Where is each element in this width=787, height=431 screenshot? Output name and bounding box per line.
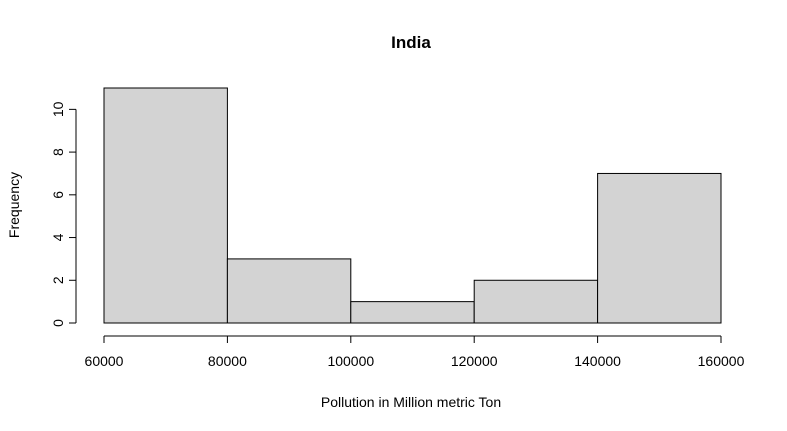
x-axis: 60000 80000 100000 120000 140000 160000: [85, 335, 745, 369]
y-tick-label: 2: [50, 276, 66, 284]
histogram-bar: [226, 258, 352, 324]
chart-title: India: [391, 33, 431, 52]
x-tick-label: 140000: [574, 353, 621, 369]
histogram-bar: [350, 301, 475, 324]
bars-group: [103, 87, 722, 324]
y-axis-label: Frequency: [6, 172, 22, 238]
y-tick-label: 0: [50, 319, 66, 327]
histogram-bar: [597, 172, 722, 324]
x-tick-label: 60000: [85, 353, 124, 369]
y-tick-label: 8: [50, 148, 66, 156]
x-tick-label: 160000: [698, 353, 745, 369]
y-tick-label: 10: [50, 101, 66, 117]
histogram-bar: [103, 87, 228, 324]
y-tick-label: 4: [50, 233, 66, 241]
histogram-bar: [473, 279, 599, 324]
x-axis-label: Pollution in Million metric Ton: [321, 394, 501, 410]
x-tick-label: 100000: [327, 353, 374, 369]
x-tick-label: 120000: [451, 353, 498, 369]
x-tick-label: 80000: [208, 353, 247, 369]
y-tick-label: 6: [50, 191, 66, 199]
y-axis: 0 2 4 6 8 10: [50, 101, 77, 327]
